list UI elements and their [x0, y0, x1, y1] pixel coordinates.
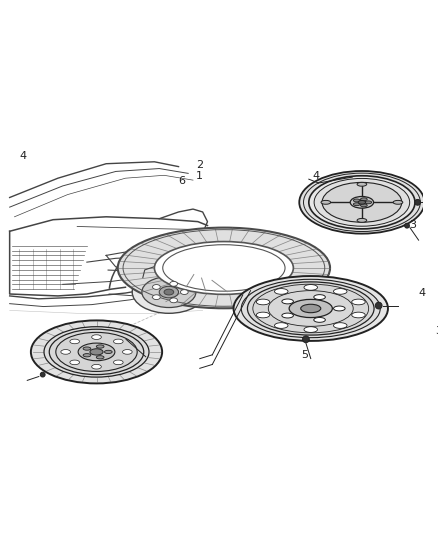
Ellipse shape: [92, 365, 101, 369]
Ellipse shape: [299, 171, 424, 233]
Text: 5: 5: [301, 350, 308, 360]
Ellipse shape: [275, 322, 288, 328]
Ellipse shape: [333, 306, 345, 311]
Ellipse shape: [44, 327, 149, 377]
Ellipse shape: [104, 350, 112, 353]
Ellipse shape: [365, 201, 372, 204]
Ellipse shape: [70, 360, 80, 365]
Ellipse shape: [170, 281, 177, 286]
Ellipse shape: [357, 182, 367, 186]
Ellipse shape: [132, 271, 205, 313]
Text: 2: 2: [196, 160, 203, 169]
Ellipse shape: [56, 333, 137, 372]
Ellipse shape: [256, 299, 270, 305]
Ellipse shape: [123, 350, 132, 354]
Ellipse shape: [92, 335, 101, 340]
Ellipse shape: [333, 288, 347, 294]
Ellipse shape: [309, 176, 415, 229]
Ellipse shape: [61, 350, 71, 354]
Circle shape: [303, 336, 309, 343]
Ellipse shape: [256, 312, 270, 318]
Text: 4: 4: [312, 171, 319, 181]
Ellipse shape: [333, 322, 347, 328]
Ellipse shape: [353, 199, 360, 202]
Text: 4: 4: [419, 288, 426, 298]
Ellipse shape: [163, 245, 285, 291]
Ellipse shape: [113, 339, 123, 344]
Ellipse shape: [83, 347, 91, 350]
Ellipse shape: [118, 228, 330, 308]
Ellipse shape: [282, 299, 293, 304]
Ellipse shape: [393, 200, 403, 204]
Ellipse shape: [322, 182, 402, 222]
Ellipse shape: [49, 329, 144, 375]
Ellipse shape: [170, 298, 177, 303]
Ellipse shape: [241, 279, 380, 338]
Ellipse shape: [90, 349, 103, 355]
Ellipse shape: [152, 285, 160, 289]
Circle shape: [415, 199, 420, 205]
Circle shape: [375, 302, 382, 309]
Ellipse shape: [358, 200, 366, 204]
Ellipse shape: [164, 289, 174, 295]
Ellipse shape: [321, 200, 331, 204]
Ellipse shape: [301, 304, 321, 313]
Text: 3: 3: [410, 220, 417, 230]
Ellipse shape: [31, 320, 162, 383]
Ellipse shape: [314, 318, 325, 322]
Ellipse shape: [83, 353, 91, 357]
Circle shape: [405, 223, 410, 228]
Ellipse shape: [304, 285, 318, 290]
Ellipse shape: [96, 345, 104, 348]
Ellipse shape: [282, 313, 293, 318]
Ellipse shape: [159, 286, 179, 298]
Text: 4: 4: [20, 151, 27, 161]
Ellipse shape: [247, 282, 374, 335]
Ellipse shape: [96, 356, 104, 359]
Ellipse shape: [352, 299, 365, 305]
Text: 6: 6: [178, 176, 185, 186]
Ellipse shape: [304, 327, 318, 333]
Ellipse shape: [180, 289, 188, 295]
Ellipse shape: [353, 203, 360, 206]
Ellipse shape: [70, 339, 80, 344]
Ellipse shape: [357, 219, 367, 222]
Ellipse shape: [314, 179, 410, 226]
Ellipse shape: [113, 360, 123, 365]
Ellipse shape: [142, 277, 196, 308]
Ellipse shape: [152, 295, 160, 300]
Ellipse shape: [233, 276, 388, 341]
Ellipse shape: [275, 288, 288, 294]
Text: 3: 3: [435, 326, 438, 336]
Ellipse shape: [350, 197, 374, 208]
Circle shape: [40, 372, 45, 377]
Ellipse shape: [352, 312, 365, 318]
Text: 1: 1: [196, 171, 203, 181]
Ellipse shape: [360, 198, 367, 201]
Ellipse shape: [289, 300, 332, 318]
Ellipse shape: [155, 241, 293, 294]
Ellipse shape: [78, 343, 115, 361]
Ellipse shape: [314, 295, 325, 300]
Ellipse shape: [360, 204, 367, 207]
